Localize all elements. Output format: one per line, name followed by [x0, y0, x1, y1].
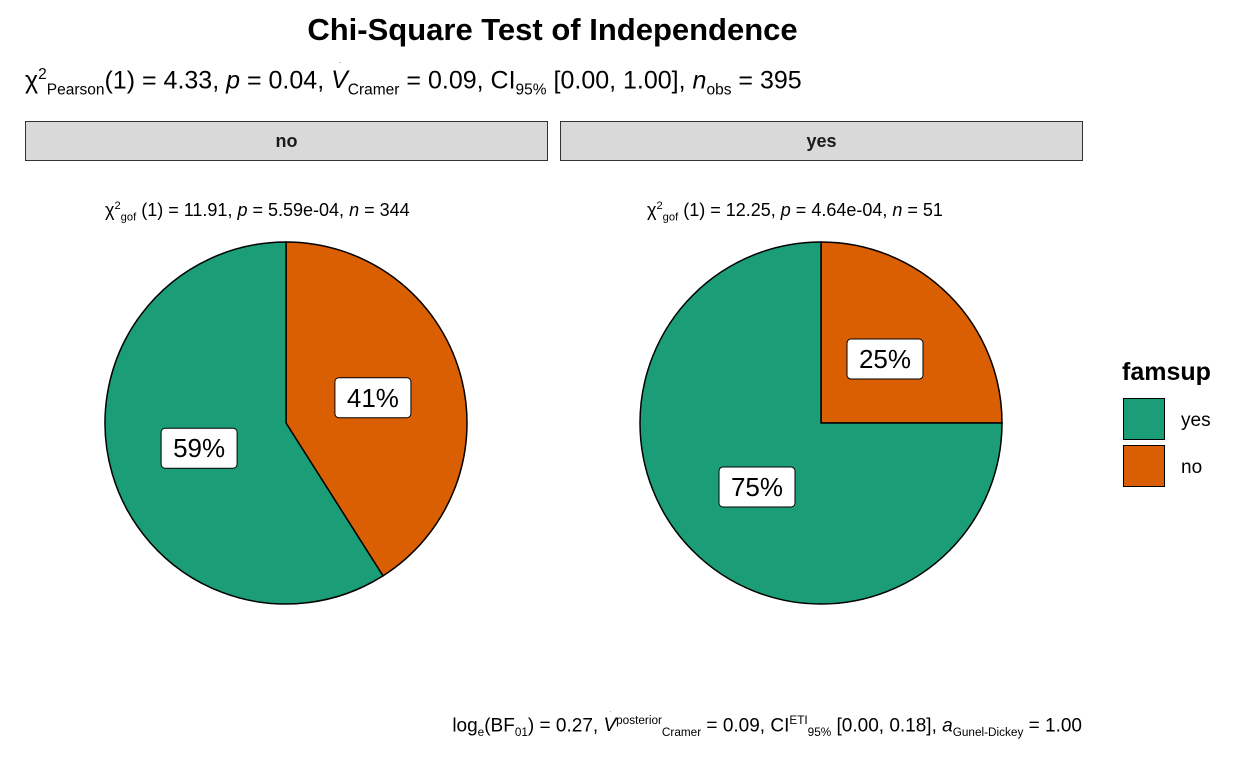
facet-strip-no: no: [25, 121, 548, 161]
pie-slice-no-yes: [104, 241, 385, 605]
legend-label-yes: yes: [1181, 410, 1211, 431]
chart-subtitle: χ2Pearson(1) = 4.33, p = 0.04, VCramer =…: [25, 66, 802, 99]
legend-key-no: [1123, 445, 1165, 487]
pie-label-yes-no: 25%: [859, 344, 911, 374]
facet-strip-yes: yes: [560, 121, 1083, 161]
facet-stat-yes: χ2gof (1) = 12.25, p = 4.64e-04, n = 51: [647, 200, 943, 224]
pie-label-no-yes: 59%: [173, 433, 225, 463]
pie-label-box-yes-no: [846, 338, 924, 380]
facet-stat-no: χ2gof (1) = 11.91, p = 5.59e-04, n = 344: [105, 200, 410, 224]
pie-label-yes-yes: 75%: [731, 472, 783, 502]
pie-label-box-no-no: [334, 377, 412, 419]
pie-label-box-no-yes: [160, 427, 238, 469]
pie-label-no-no: 41%: [347, 383, 399, 413]
pie-slice-yes-no: [820, 241, 1003, 424]
pie-slice-yes-yes: [639, 241, 1003, 605]
chart-caption: loge(BF01) = 0.27, VposteriorCramer = 0.…: [452, 714, 1082, 740]
chart-title: Chi-Square Test of Independence: [307, 12, 798, 47]
legend-key-yes: [1123, 398, 1165, 440]
pie-label-box-yes-yes: [718, 466, 796, 508]
legend-title: famsup: [1122, 358, 1211, 386]
legend-label-no: no: [1181, 457, 1203, 478]
